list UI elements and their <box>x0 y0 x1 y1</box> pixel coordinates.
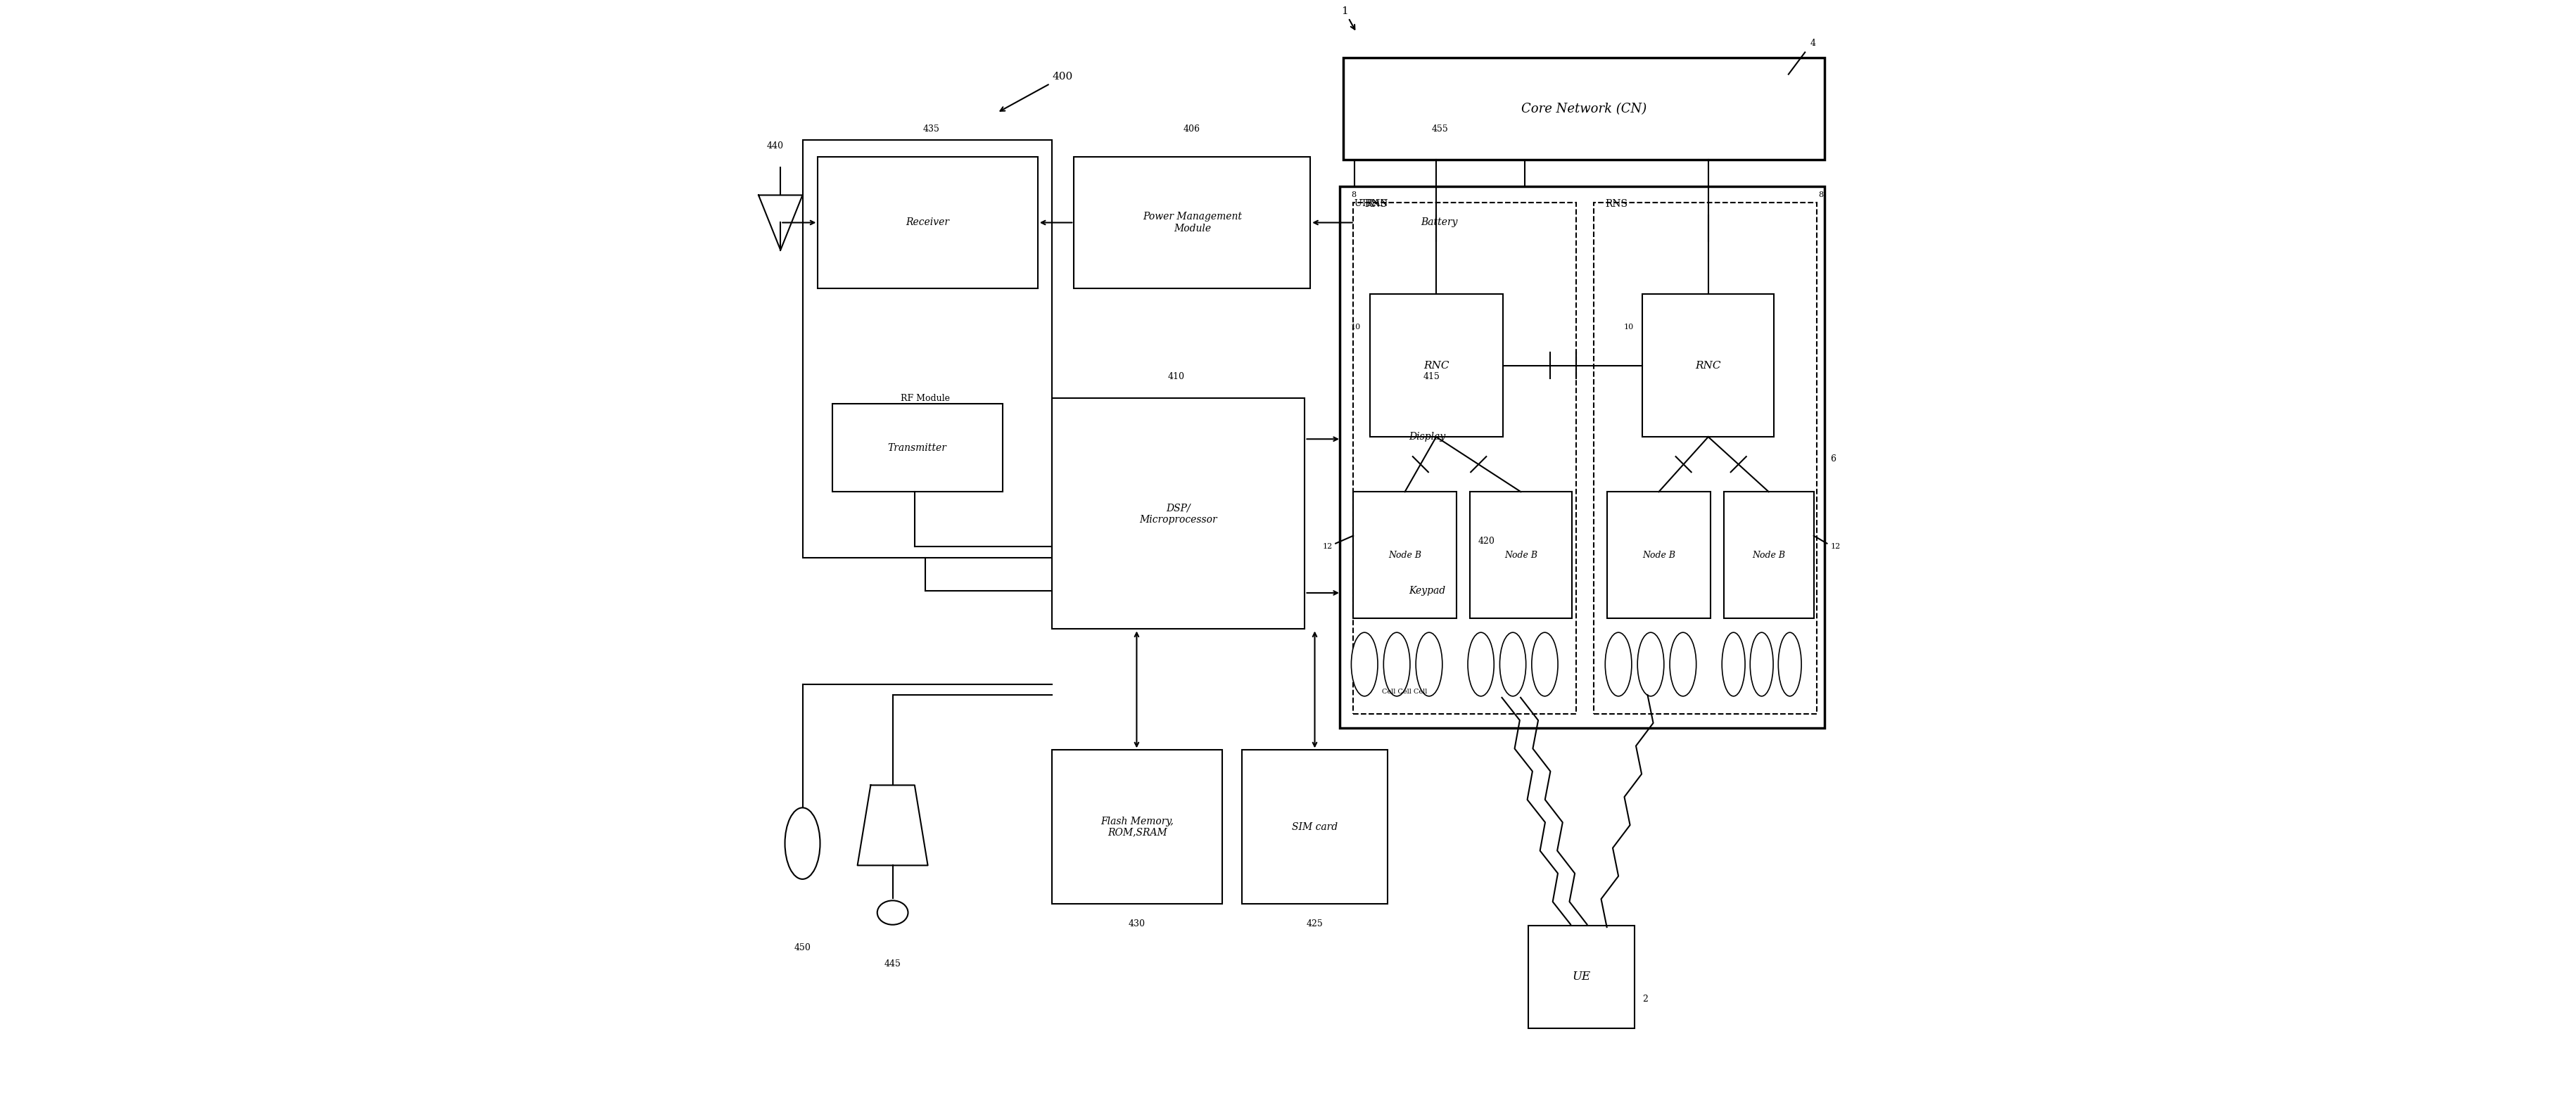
Text: RNC: RNC <box>1422 360 1448 370</box>
FancyBboxPatch shape <box>1468 492 1571 618</box>
Text: 12: 12 <box>1829 544 1839 550</box>
Ellipse shape <box>1669 633 1695 696</box>
Text: 4: 4 <box>1808 39 1816 48</box>
Text: 455: 455 <box>1432 125 1448 133</box>
Text: 415: 415 <box>1422 371 1440 381</box>
Text: RNS: RNS <box>1363 199 1386 209</box>
Ellipse shape <box>1777 633 1801 696</box>
Text: 8: 8 <box>1352 191 1355 199</box>
FancyBboxPatch shape <box>1528 926 1633 1027</box>
Ellipse shape <box>1721 633 1744 696</box>
Ellipse shape <box>1530 633 1558 696</box>
Ellipse shape <box>1749 633 1772 696</box>
FancyBboxPatch shape <box>1352 492 1455 618</box>
Ellipse shape <box>1636 633 1664 696</box>
Text: SIM card: SIM card <box>1291 822 1337 832</box>
Text: Node B: Node B <box>1504 550 1538 559</box>
Text: 430: 430 <box>1128 919 1144 929</box>
Text: Node B: Node B <box>1388 550 1422 559</box>
Text: UTRAN: UTRAN <box>1355 199 1388 208</box>
FancyBboxPatch shape <box>1074 157 1311 288</box>
Ellipse shape <box>1383 633 1409 696</box>
Text: Receiver: Receiver <box>907 218 951 228</box>
Ellipse shape <box>1499 633 1525 696</box>
Text: RNC: RNC <box>1695 360 1721 370</box>
FancyBboxPatch shape <box>801 140 1051 558</box>
FancyBboxPatch shape <box>1051 749 1221 904</box>
Text: 410: 410 <box>1167 371 1185 381</box>
Polygon shape <box>858 785 927 865</box>
Text: 10: 10 <box>1350 324 1360 330</box>
FancyBboxPatch shape <box>1340 398 1512 475</box>
Text: 10: 10 <box>1623 324 1633 330</box>
Text: 6: 6 <box>1829 455 1834 464</box>
Text: 420: 420 <box>1479 537 1494 546</box>
Text: 406: 406 <box>1182 125 1200 133</box>
Text: 425: 425 <box>1306 919 1321 929</box>
Polygon shape <box>757 195 801 250</box>
FancyBboxPatch shape <box>1340 553 1512 629</box>
Text: 435: 435 <box>922 125 940 133</box>
Text: 400: 400 <box>999 72 1072 111</box>
Text: Transmitter: Transmitter <box>889 443 945 453</box>
Text: RF Module: RF Module <box>902 394 951 403</box>
Ellipse shape <box>1414 633 1443 696</box>
Ellipse shape <box>1605 633 1631 696</box>
Text: Node B: Node B <box>1641 550 1674 559</box>
FancyBboxPatch shape <box>1723 492 1814 618</box>
Text: 12: 12 <box>1321 544 1332 550</box>
FancyBboxPatch shape <box>1370 294 1502 437</box>
Text: 1: 1 <box>1340 6 1355 29</box>
Text: 445: 445 <box>884 960 902 969</box>
Ellipse shape <box>1468 633 1494 696</box>
Text: 2: 2 <box>1641 995 1649 1004</box>
Text: Node B: Node B <box>1752 550 1785 559</box>
Text: RNS: RNS <box>1605 199 1628 209</box>
FancyBboxPatch shape <box>817 157 1038 288</box>
FancyBboxPatch shape <box>1355 157 1525 288</box>
Text: Core Network (CN): Core Network (CN) <box>1520 102 1646 116</box>
FancyBboxPatch shape <box>1607 492 1710 618</box>
Text: 440: 440 <box>768 141 783 150</box>
Ellipse shape <box>876 901 907 925</box>
Text: Flash Memory,
ROM,SRAM: Flash Memory, ROM,SRAM <box>1100 816 1175 837</box>
Text: Battery: Battery <box>1419 218 1458 228</box>
Text: Power Management
Module: Power Management Module <box>1141 212 1242 234</box>
FancyBboxPatch shape <box>1641 294 1775 437</box>
FancyBboxPatch shape <box>1342 58 1824 160</box>
Text: Cell Cell Cell: Cell Cell Cell <box>1381 688 1427 695</box>
Text: UE: UE <box>1571 971 1589 983</box>
FancyBboxPatch shape <box>1242 749 1386 904</box>
FancyBboxPatch shape <box>1051 398 1303 629</box>
Ellipse shape <box>1350 633 1378 696</box>
Text: 8: 8 <box>1819 191 1824 199</box>
Text: 450: 450 <box>793 943 811 952</box>
FancyBboxPatch shape <box>832 404 1002 492</box>
FancyBboxPatch shape <box>1340 187 1824 728</box>
Text: DSP/
Microprocessor: DSP/ Microprocessor <box>1139 503 1216 525</box>
Ellipse shape <box>786 807 819 880</box>
Text: Keypad: Keypad <box>1409 586 1445 596</box>
Text: Display: Display <box>1409 431 1445 441</box>
